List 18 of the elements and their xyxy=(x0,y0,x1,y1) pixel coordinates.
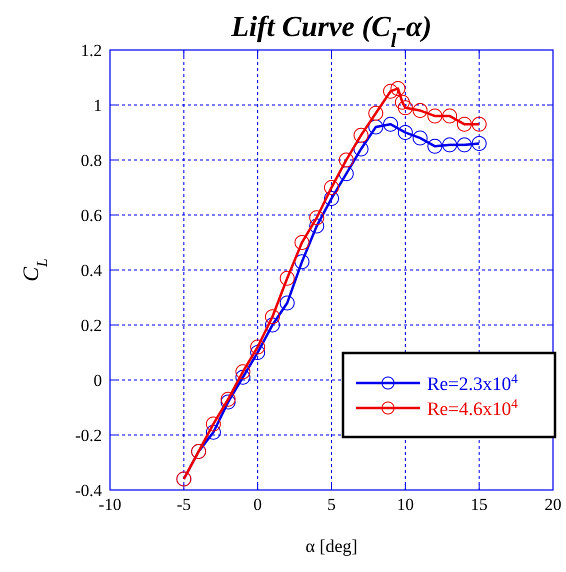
x-tick-label: -5 xyxy=(176,495,191,514)
x-tick-label: 10 xyxy=(396,495,414,514)
x-tick-label: 20 xyxy=(544,495,562,514)
y-tick-label: 0.6 xyxy=(80,206,102,225)
x-tick-label: 5 xyxy=(327,495,336,514)
y-tick-label: 1.2 xyxy=(80,41,102,60)
chart-title: Lift Curve (C$_{l}$-α) xyxy=(230,11,432,52)
y-tick-label: 0 xyxy=(94,371,102,390)
y-tick-label: 0.4 xyxy=(80,261,102,280)
y-tick-label: 0.8 xyxy=(80,151,102,170)
legend-label: Re=4.6x10$^{4}$ xyxy=(427,396,518,420)
x-tick-label: 15 xyxy=(470,495,488,514)
y-tick-label: 1 xyxy=(94,96,102,115)
legend-label: Re=2.3x10$^{4}$ xyxy=(427,370,518,395)
x-tick-label: 0 xyxy=(253,495,262,514)
y-tick-label: 0.2 xyxy=(80,316,102,335)
x-axis-title: α [deg] xyxy=(306,536,358,556)
y-tick-label: -0.2 xyxy=(75,426,102,445)
